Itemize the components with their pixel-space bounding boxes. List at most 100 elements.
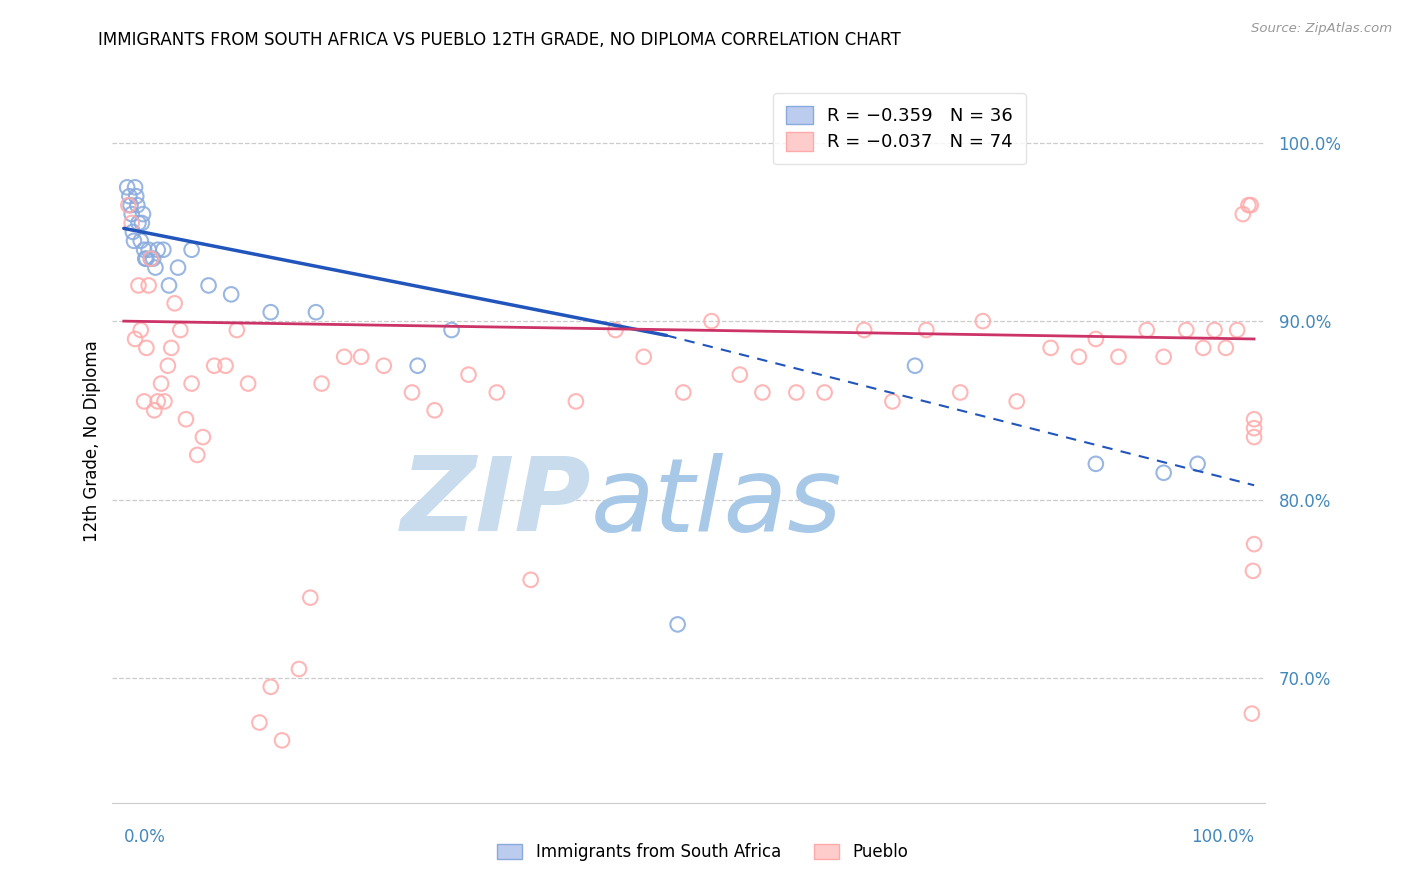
Point <box>904 359 927 373</box>
Point <box>565 394 588 409</box>
Text: 100.0%: 100.0% <box>1191 828 1254 846</box>
Point <box>373 359 395 373</box>
Point <box>134 243 156 257</box>
Point <box>120 198 142 212</box>
Point <box>813 385 835 400</box>
Point <box>160 341 183 355</box>
Point <box>214 359 236 373</box>
Point <box>311 376 333 391</box>
Point <box>423 403 446 417</box>
Point <box>125 189 148 203</box>
Point <box>1175 323 1198 337</box>
Point <box>1192 341 1215 355</box>
Point <box>134 252 156 266</box>
Point <box>124 332 146 346</box>
Point <box>440 323 463 337</box>
Point <box>127 278 149 293</box>
Text: 0.0%: 0.0% <box>124 828 166 846</box>
Legend: R = −0.359   N = 36, R = −0.037   N = 74: R = −0.359 N = 36, R = −0.037 N = 74 <box>773 93 1026 164</box>
Point <box>146 243 169 257</box>
Point <box>129 323 152 337</box>
Point <box>299 591 322 605</box>
Point <box>139 252 162 266</box>
Point <box>1226 323 1249 337</box>
Point <box>219 287 242 301</box>
Point <box>633 350 655 364</box>
Point <box>915 323 938 337</box>
Point <box>672 385 695 400</box>
Point <box>406 359 429 373</box>
Point <box>152 243 174 257</box>
Point <box>271 733 294 747</box>
Point <box>728 368 751 382</box>
Point <box>1084 457 1107 471</box>
Point <box>457 368 479 382</box>
Point <box>333 350 356 364</box>
Text: Source: ZipAtlas.com: Source: ZipAtlas.com <box>1251 22 1392 36</box>
Point <box>1243 537 1265 551</box>
Point <box>1232 207 1254 221</box>
Point <box>1005 394 1028 409</box>
Y-axis label: 12th Grade, No Diploma: 12th Grade, No Diploma <box>83 341 101 542</box>
Point <box>186 448 208 462</box>
Point <box>1204 323 1226 337</box>
Point <box>131 216 153 230</box>
Point <box>350 350 373 364</box>
Point <box>132 207 155 221</box>
Point <box>225 323 247 337</box>
Point <box>305 305 328 319</box>
Point <box>700 314 723 328</box>
Point <box>249 715 271 730</box>
Point <box>156 359 179 373</box>
Point <box>163 296 186 310</box>
Point <box>121 216 143 230</box>
Point <box>1187 457 1209 471</box>
Point <box>150 376 173 391</box>
Point <box>519 573 541 587</box>
Point <box>1240 198 1263 212</box>
Point <box>1243 412 1265 426</box>
Point <box>134 394 156 409</box>
Point <box>605 323 627 337</box>
Point <box>1237 198 1260 212</box>
Point <box>401 385 423 400</box>
Point <box>1241 564 1264 578</box>
Text: ZIP: ZIP <box>401 452 591 553</box>
Point <box>666 617 689 632</box>
Point <box>236 376 259 391</box>
Point <box>145 260 167 275</box>
Point <box>127 216 149 230</box>
Point <box>1084 332 1107 346</box>
Point <box>485 385 508 400</box>
Point <box>972 314 994 328</box>
Point <box>138 278 160 293</box>
Point <box>1107 350 1129 364</box>
Text: IMMIGRANTS FROM SOUTH AFRICA VS PUEBLO 12TH GRADE, NO DIPLOMA CORRELATION CHART: IMMIGRANTS FROM SOUTH AFRICA VS PUEBLO 1… <box>98 31 901 49</box>
Point <box>180 376 202 391</box>
Point <box>121 207 143 221</box>
Point <box>117 198 139 212</box>
Point <box>143 403 166 417</box>
Point <box>949 385 972 400</box>
Point <box>1136 323 1159 337</box>
Point <box>1067 350 1090 364</box>
Point <box>1243 421 1265 435</box>
Legend: Immigrants from South Africa, Pueblo: Immigrants from South Africa, Pueblo <box>491 837 915 868</box>
Point <box>260 680 283 694</box>
Point <box>135 341 157 355</box>
Point <box>124 180 146 194</box>
Point <box>127 198 149 212</box>
Point <box>167 260 190 275</box>
Point <box>115 180 138 194</box>
Point <box>129 234 152 248</box>
Point <box>191 430 214 444</box>
Point <box>122 234 145 248</box>
Point <box>882 394 904 409</box>
Point <box>751 385 773 400</box>
Point <box>785 385 807 400</box>
Point <box>853 323 876 337</box>
Point <box>139 252 162 266</box>
Point <box>153 394 176 409</box>
Point <box>180 243 202 257</box>
Point <box>1039 341 1062 355</box>
